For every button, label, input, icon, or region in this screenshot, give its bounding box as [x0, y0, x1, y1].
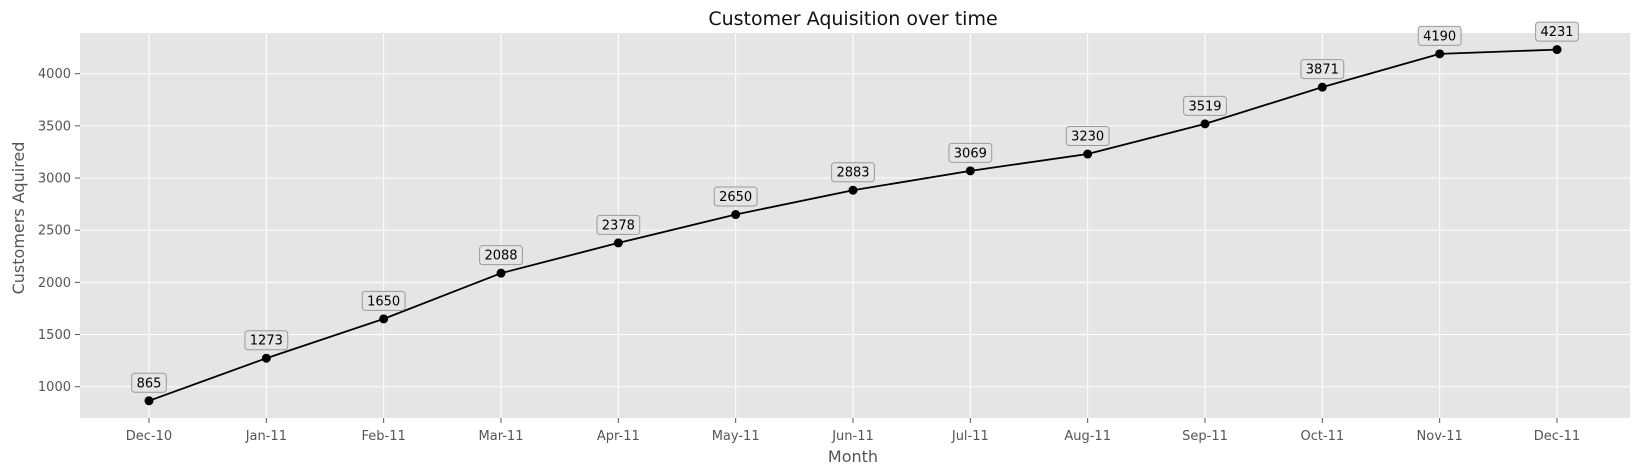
y-tick-label: 2000: [38, 276, 71, 291]
data-point: [731, 210, 741, 220]
data-label-box: [131, 372, 167, 393]
data-label: 3871: [1306, 63, 1339, 78]
x-tick-label: Apr-11: [597, 429, 640, 444]
x-tick-label: Dec-11: [1534, 429, 1580, 444]
x-tick-label: Oct-11: [1300, 429, 1344, 444]
data-label-box: [831, 162, 875, 183]
x-tick-label: Sep-11: [1182, 429, 1228, 444]
data-label: 2088: [484, 249, 517, 264]
data-label: 3519: [1188, 99, 1221, 114]
data-point: [848, 185, 858, 195]
data-label-box: [479, 245, 523, 266]
x-tick-label: Dec-10: [126, 429, 172, 444]
x-tick-label: May-11: [712, 429, 760, 444]
data-point: [261, 353, 271, 363]
data-label-box: [1065, 126, 1110, 147]
data-label-box: [713, 186, 758, 207]
x-tick-label: Aug-11: [1064, 429, 1111, 444]
data-label-box: [1300, 59, 1345, 80]
data-label: 3069: [954, 146, 987, 161]
y-tick-label: 4000: [38, 67, 71, 82]
data-point: [1552, 45, 1562, 55]
data-point: [1200, 119, 1210, 129]
data-label: 2883: [836, 166, 869, 181]
data-point: [144, 396, 154, 406]
data-labels: 865 1273 1650 2088 2378 2650 2883 3069 3230 3519 3…: [131, 21, 1579, 393]
data-label-box: [361, 290, 406, 311]
x-axis-title: Month: [828, 447, 878, 466]
x-tick-label: Nov-11: [1417, 429, 1463, 444]
y-tick-label: 1000: [38, 380, 71, 395]
x-tick-label: Mar-11: [479, 429, 524, 444]
data-label-box: [596, 214, 641, 235]
data-label-box: [244, 330, 289, 351]
data-point: [965, 166, 975, 176]
x-tick-label: Jan-11: [245, 429, 287, 444]
data-point: [1083, 149, 1093, 159]
x-tick-label: Jun-11: [831, 429, 874, 444]
plot-area: [80, 33, 1630, 418]
chart-title: Customer Aquisition over time: [708, 8, 997, 30]
data-label: 865: [137, 376, 162, 391]
data-label-box: [1417, 25, 1462, 46]
y-tick-label: 1500: [38, 328, 71, 343]
data-label: 4190: [1423, 29, 1456, 44]
data-points: [144, 45, 1562, 406]
y-axis-ticks: 1000 1500 2000 2500 3000 3500 4000: [38, 67, 80, 395]
data-label: 2650: [719, 190, 752, 205]
data-label: 3230: [1071, 130, 1104, 145]
y-tick-label: 3000: [38, 172, 71, 187]
y-axis-title: Customers Aquired: [9, 142, 28, 295]
data-point: [496, 268, 506, 278]
data-label-box: [1183, 95, 1227, 116]
data-label-box: [948, 142, 993, 163]
x-tick-label: Feb-11: [362, 429, 406, 444]
data-label: 4231: [1540, 25, 1573, 40]
data-point: [613, 238, 623, 248]
data-label: 1650: [367, 294, 400, 309]
x-axis-ticks: Dec-10 Jan-11 Feb-11 Mar-11 Apr-11 May-11 Jun-…: [126, 418, 1580, 444]
data-label: 2378: [602, 218, 635, 233]
data-point: [379, 314, 389, 324]
x-tick-label: Jul-11: [951, 429, 989, 444]
data-label: 1273: [250, 334, 283, 349]
data-point: [1317, 82, 1327, 92]
data-label-box: [1535, 21, 1579, 42]
y-tick-label: 2500: [38, 224, 71, 239]
data-point: [1435, 49, 1445, 59]
y-tick-label: 3500: [38, 119, 71, 134]
